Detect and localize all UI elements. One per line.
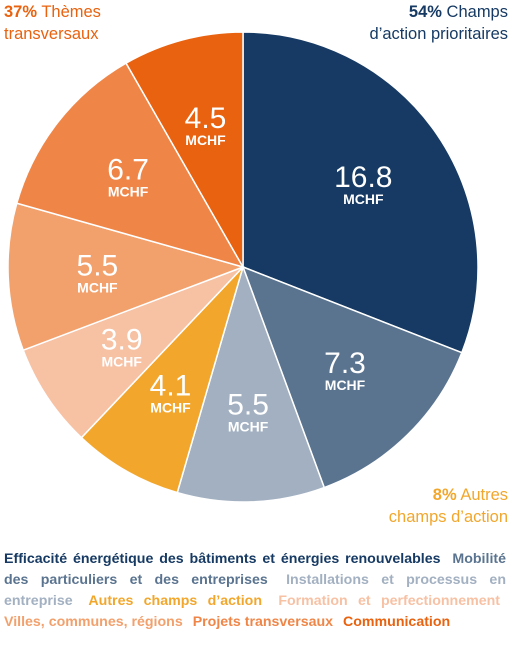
pie-slice-unit-0: MCHF (343, 191, 384, 207)
pie-slice-5 (7, 202, 246, 352)
pie-slice-6 (15, 62, 245, 269)
pie-slice-3 (80, 266, 244, 494)
chart-legend: Efficacité énergétique des bâtiments et … (4, 549, 506, 633)
pie-slice-1 (241, 265, 463, 489)
pie-slice-unit-5: MCHF (77, 279, 118, 295)
legend-item-3: Autres champs d’action (88, 593, 262, 609)
pie-slice-value-3: 4.1 (150, 369, 192, 402)
pie-slice-2 (176, 264, 326, 503)
callout-priority-line1: Champs (446, 3, 508, 21)
pie-slice-value-6: 6.7 (107, 153, 149, 186)
legend-item-2: Installations et processus en entreprise (4, 572, 506, 609)
callout-other-line2: champs d’action (388, 508, 508, 526)
callout-other-line1: Autres (460, 486, 508, 504)
pie-slice-value-4: 3.9 (101, 324, 143, 357)
pie-slice-0 (242, 31, 479, 354)
callout-priority-line2: d’action prioritaires (369, 25, 508, 43)
callout-transversal-line2: transversaux (4, 25, 99, 43)
pie-slice-value-0: 16.8 (334, 161, 392, 194)
legend-item-0: Efficacité énergétique des bâtiments et … (4, 551, 441, 567)
pie-slice-4 (22, 266, 244, 439)
pie-slice-unit-2: MCHF (228, 419, 269, 435)
legend-item-7: Communication (343, 614, 451, 630)
pie-slice-7 (125, 31, 244, 270)
callout-transversal-pct: 37% (4, 3, 38, 21)
legend-item-5: Villes, communes, régions (4, 614, 183, 630)
pie-slice-unit-7: MCHF (185, 132, 226, 148)
pie-slice-unit-6: MCHF (108, 183, 149, 199)
pie-chart: 16.8MCHF7.3MCHF5.5MCHF4.1MCHF3.9MCHF5.5M… (7, 31, 479, 503)
pie-slice-value-7: 4.5 (185, 102, 227, 135)
pie-slice-unit-1: MCHF (325, 377, 366, 393)
callout-other-fields: 8% Autres champs d’action (389, 484, 508, 528)
callout-priority-fields: 54% Champs d’action prioritaires (370, 1, 508, 45)
pie-slice-unit-3: MCHF (150, 399, 191, 415)
callout-priority-pct: 54% (408, 3, 442, 21)
pie-slice-unit-4: MCHF (101, 354, 142, 370)
callout-transversal-themes: 37% Thèmes transversaux (4, 1, 101, 45)
pie-slice-value-1: 7.3 (324, 347, 366, 380)
legend-item-1: Mobilité des particuliers et des entrepr… (4, 551, 506, 588)
pie-slice-value-5: 5.5 (77, 249, 119, 282)
pie-slice-value-2: 5.5 (227, 389, 269, 422)
callout-transversal-line1: Thèmes (41, 3, 101, 21)
legend-item-4: Formation et perfectionnement (278, 593, 500, 609)
legend-item-6: Projets transversaux (192, 614, 334, 630)
callout-other-pct: 8% (432, 486, 457, 504)
